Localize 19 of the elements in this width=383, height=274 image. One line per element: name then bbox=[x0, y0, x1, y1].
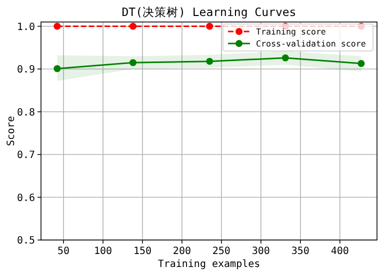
x-tick-label: 300 bbox=[252, 246, 270, 257]
x-tick-label: 100 bbox=[94, 246, 112, 257]
x-tick-label: 400 bbox=[330, 246, 349, 257]
y-tick-label: 0.8 bbox=[16, 107, 35, 118]
y-tick-label: 0.6 bbox=[16, 192, 35, 204]
x-tick-label: 250 bbox=[212, 246, 230, 257]
y-tick-label: 1.0 bbox=[16, 22, 35, 33]
x-tick-label: 150 bbox=[133, 246, 152, 257]
chart-title: DT(决策树) Learning Curves bbox=[122, 5, 296, 19]
x-tick-label: 50 bbox=[57, 246, 70, 257]
y-tick-label: 0.5 bbox=[16, 236, 35, 246]
y-axis-title: Score bbox=[6, 116, 17, 146]
y-tick-label: 0.7 bbox=[16, 150, 35, 162]
legend-label: Cross-validation score bbox=[256, 38, 366, 48]
x-axis-title: Training examples bbox=[158, 259, 260, 270]
y-tick-label: 0.9 bbox=[16, 64, 35, 76]
x-tick-label: 350 bbox=[291, 246, 310, 257]
legend-label: Training score bbox=[256, 26, 326, 36]
x-tick-label: 200 bbox=[172, 246, 191, 257]
